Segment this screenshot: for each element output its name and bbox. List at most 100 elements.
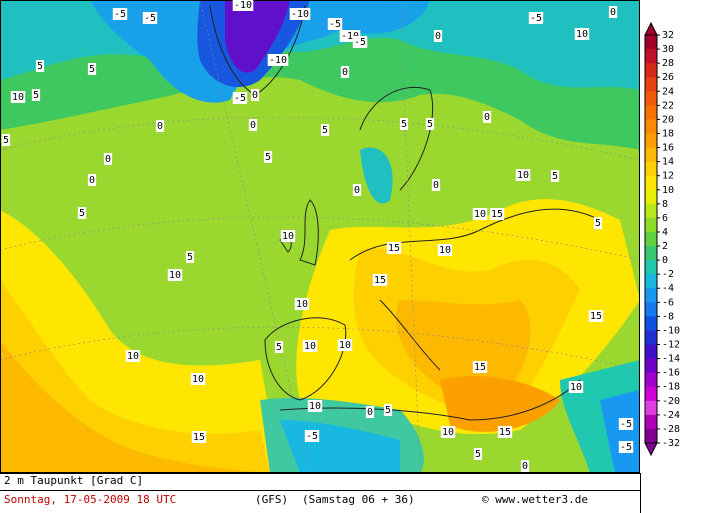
contour-label: -10	[341, 31, 359, 42]
scale-label: 24	[662, 86, 674, 97]
contour-label: 10	[576, 29, 588, 40]
contour-label: 5	[33, 90, 39, 101]
contour-label: 0	[354, 185, 360, 196]
label-box	[87, 63, 97, 75]
label-box	[320, 124, 330, 136]
scale-band	[645, 91, 657, 106]
label-box	[383, 404, 393, 416]
label-box	[593, 217, 603, 229]
label-box	[112, 8, 128, 20]
scale-label: -28	[662, 424, 680, 435]
contour-label: 5	[37, 61, 43, 72]
label-box	[618, 418, 634, 430]
contour-label: 0	[433, 180, 439, 191]
contour-label: 10	[282, 231, 294, 242]
label-box	[302, 340, 318, 352]
label-box	[352, 36, 368, 48]
contour-label: 10	[296, 299, 308, 310]
scale-label: -18	[662, 382, 680, 393]
scale-band	[645, 316, 657, 331]
scale-label: 22	[662, 100, 674, 111]
contour-label: 10	[517, 170, 529, 181]
scale-band	[645, 231, 657, 247]
map-frame	[0, 0, 640, 473]
scale-label: 12	[662, 171, 674, 182]
label-box	[433, 30, 443, 42]
scale-label: -6	[662, 297, 674, 308]
scale-band	[645, 302, 657, 317]
scale-label: -2	[662, 269, 674, 280]
scale-band	[645, 35, 657, 50]
contour-label: 0	[610, 7, 616, 18]
scale-band	[645, 189, 657, 205]
label-box	[155, 120, 165, 132]
contour-label: 5	[475, 449, 481, 460]
label-box	[31, 89, 41, 101]
scale-band	[645, 161, 657, 177]
scale-band	[645, 147, 657, 163]
label-box	[263, 151, 273, 163]
contour-label: 15	[590, 311, 602, 322]
label-box	[232, 0, 254, 11]
contour-label: 0	[342, 67, 348, 78]
contour-label: -5	[114, 9, 126, 20]
scale-label: 6	[662, 213, 668, 224]
contour-label: 0	[435, 31, 441, 42]
label-box	[365, 406, 375, 418]
scale-band	[645, 260, 657, 275]
scale-band	[645, 414, 657, 430]
contour-label: 5	[79, 208, 85, 219]
label-box	[232, 92, 248, 104]
label-box	[440, 426, 456, 438]
valid-time: Sonntag, 17-05-2009 18 UTC	[4, 493, 176, 506]
label-box	[280, 230, 296, 242]
contour-label: -5	[354, 37, 366, 48]
contour-label: 15	[499, 427, 511, 438]
contour-label: 10	[442, 427, 454, 438]
contour-label: 5	[265, 152, 271, 163]
scale-label: 0	[662, 255, 668, 266]
label-box	[520, 460, 530, 472]
contour-label: 5	[89, 64, 95, 75]
scale-label: 2	[662, 241, 668, 252]
label-box	[497, 426, 513, 438]
scale-label: -8	[662, 311, 674, 322]
scale-label: 32	[662, 30, 674, 41]
label-box	[337, 339, 353, 351]
contour-label: 10	[570, 382, 582, 393]
contour-label: 10	[127, 351, 139, 362]
scale-label: -10	[662, 325, 680, 336]
label-box	[588, 310, 604, 322]
label-box	[185, 251, 195, 263]
label-box	[372, 274, 388, 286]
contour-label: -10	[291, 9, 309, 20]
label-box	[574, 28, 590, 40]
label-box	[608, 6, 618, 18]
scale-label: -16	[662, 368, 680, 379]
label-box	[267, 54, 289, 66]
label-box	[472, 208, 488, 220]
field-title: 2 m Taupunkt [Grad C]	[4, 474, 143, 487]
contour-label: 5	[3, 135, 9, 146]
contour-label: -5	[620, 419, 632, 430]
contour-label: 0	[484, 112, 490, 123]
contour-label: 5	[385, 405, 391, 416]
scale-band	[645, 217, 657, 233]
scale-label: -14	[662, 354, 680, 365]
contour-label: -5	[329, 19, 341, 30]
scale-label: 28	[662, 58, 674, 69]
scale-label: 8	[662, 199, 668, 210]
contour-label: 0	[89, 175, 95, 186]
label-box	[568, 381, 584, 393]
label-box	[528, 12, 544, 24]
label-box	[248, 119, 258, 131]
scale-label: 26	[662, 72, 674, 83]
contour-label: 0	[105, 154, 111, 165]
contour-label: 5	[427, 119, 433, 130]
scale-band	[645, 400, 657, 416]
scale-band	[645, 203, 657, 219]
run-info: (Samstag 06 + 36)	[302, 493, 415, 506]
scale-band	[645, 246, 657, 261]
contour-label: -5	[530, 13, 542, 24]
